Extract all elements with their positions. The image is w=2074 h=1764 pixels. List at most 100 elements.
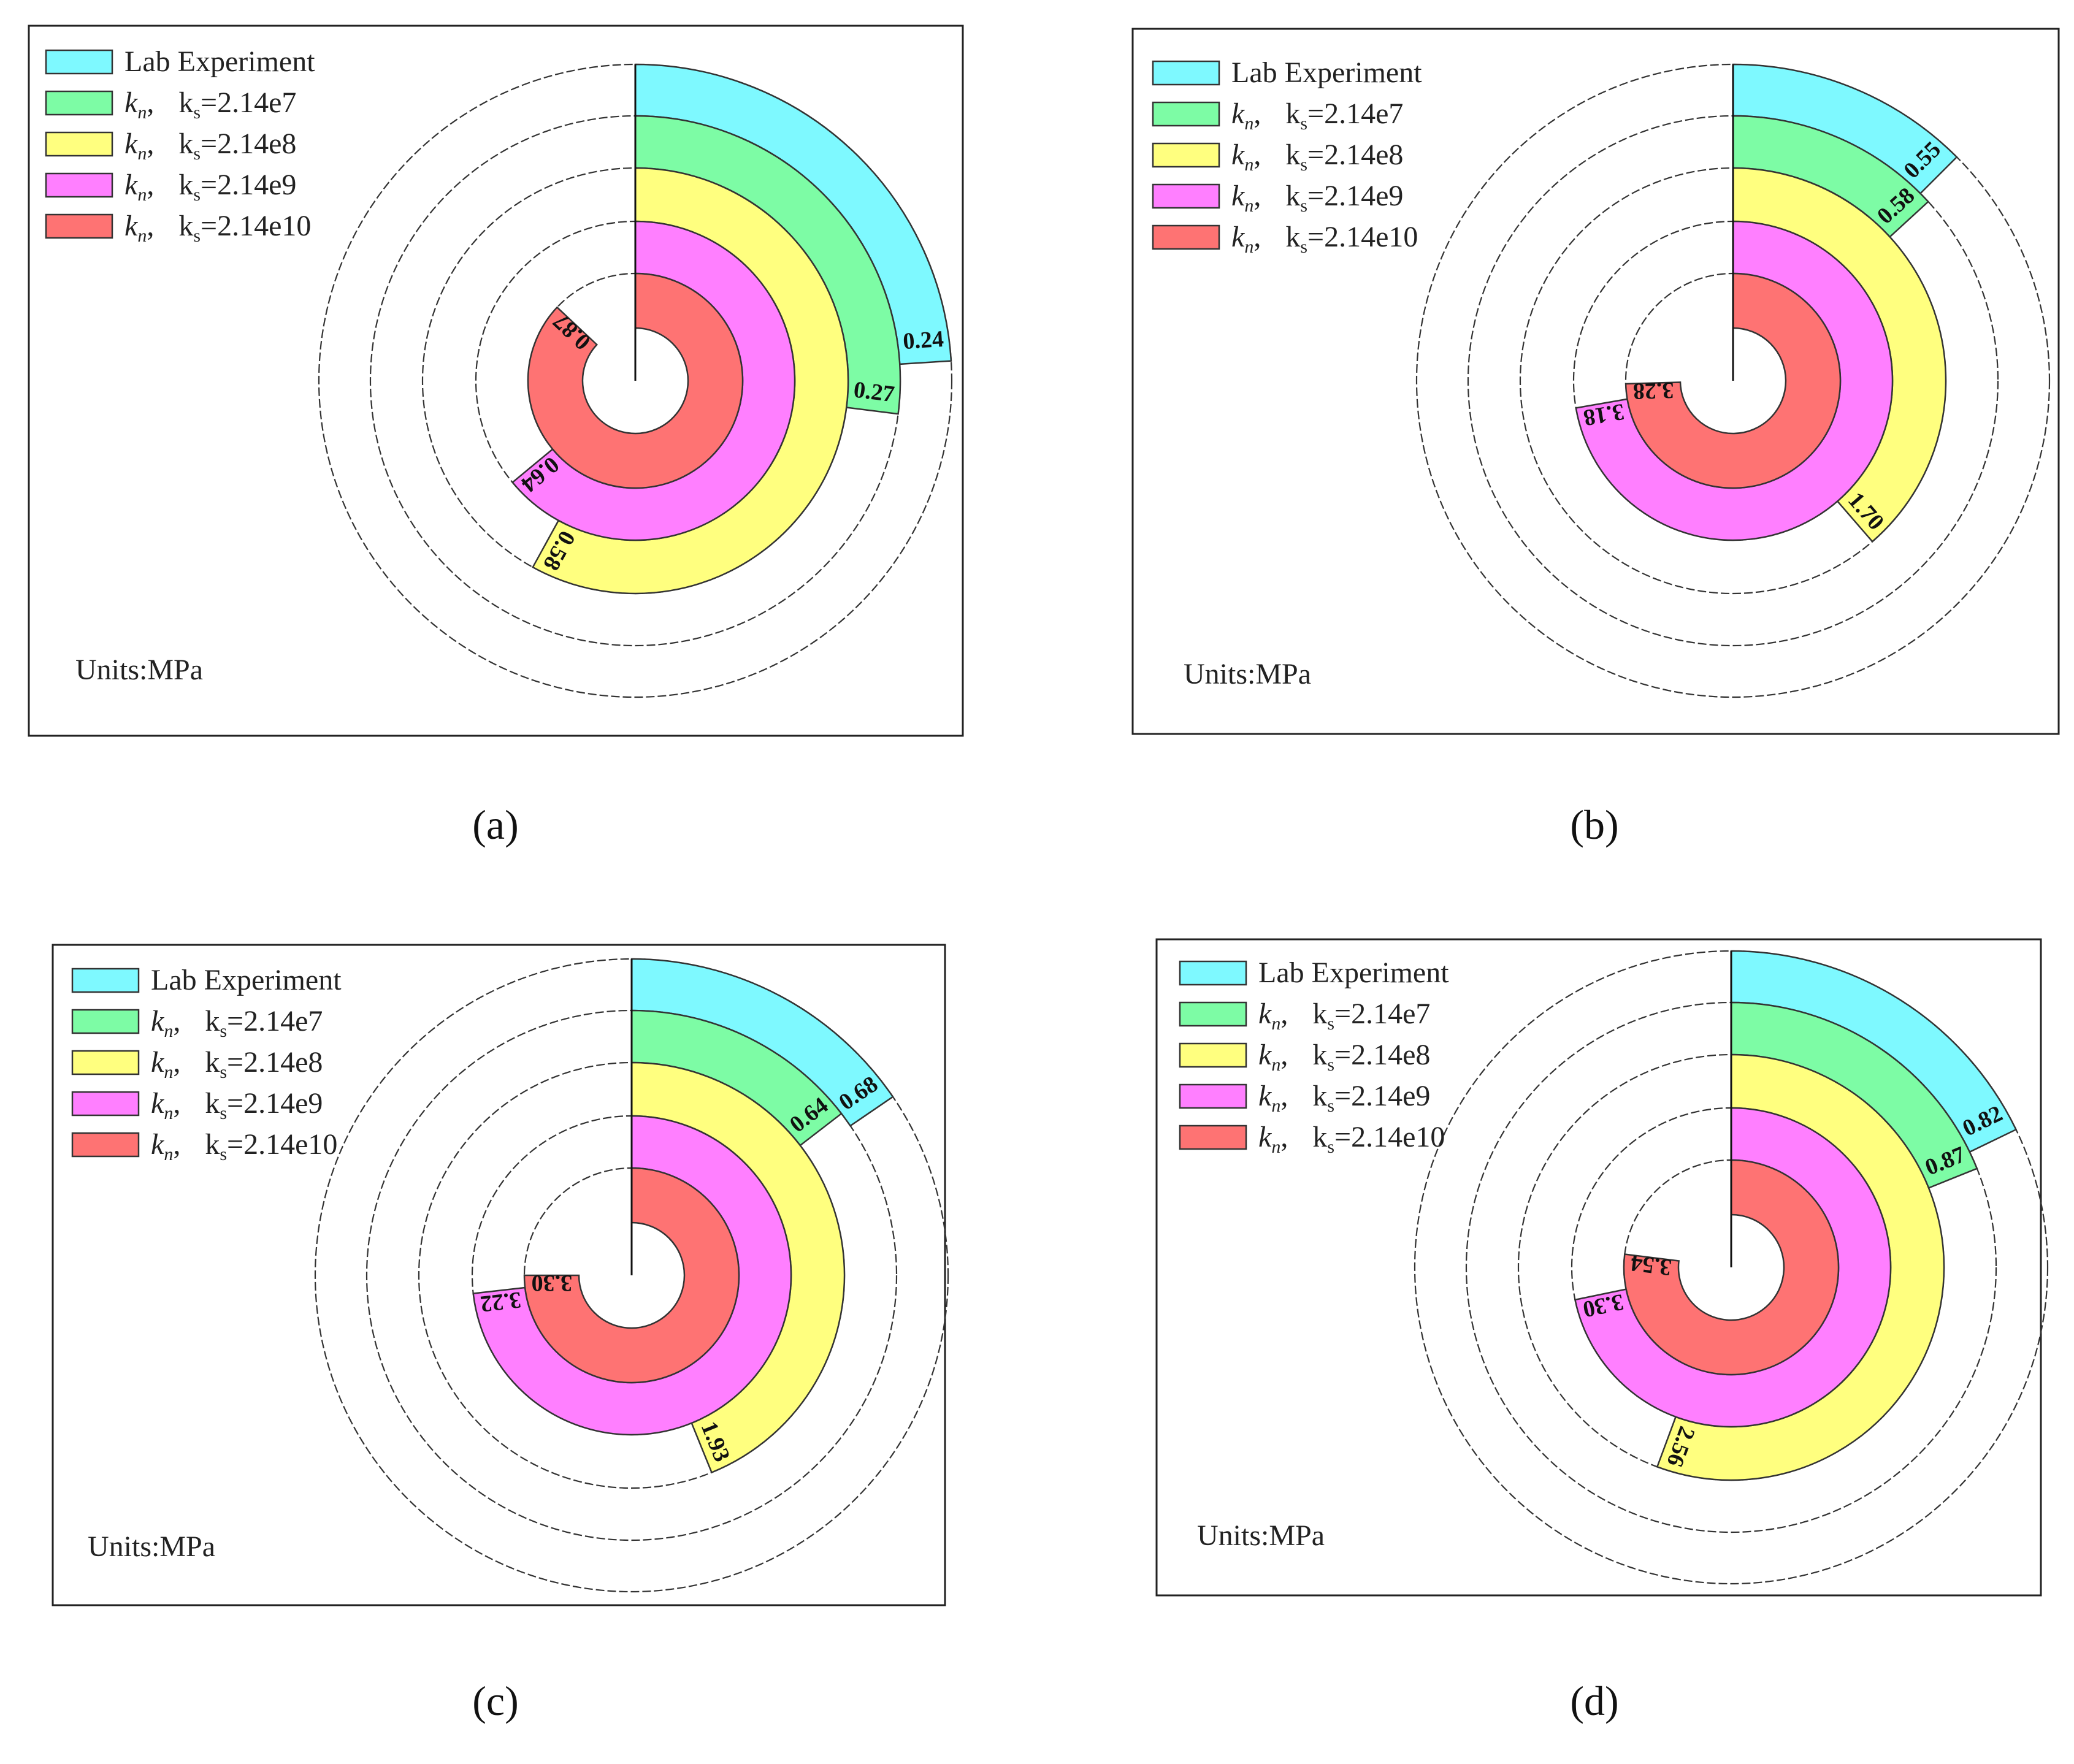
legend-sep: , [173, 1087, 180, 1120]
legend-swatch-ks-2-14e8 [45, 131, 113, 157]
legend-kn: k [151, 1046, 165, 1079]
legend-ks: k [1312, 998, 1327, 1030]
panel-caption: (b) [1570, 801, 1618, 848]
legend-kn-sub: n [164, 1103, 173, 1123]
legend-sep: , [1280, 1039, 1288, 1071]
legend-swatch-ks-2-14e10 [1179, 1124, 1247, 1150]
legend-kn: k [1258, 1121, 1272, 1153]
legend-kn: k [124, 210, 139, 242]
legend-kn: k [1231, 139, 1246, 171]
value-label-ks-2-14e10: 3.30 [532, 1270, 573, 1296]
legend-label-ks-2-14e8: kn, ks=2.14e8 [1258, 1039, 1430, 1075]
legend-kn: k [124, 86, 139, 119]
grid-circle [318, 63, 953, 698]
legend-kn-sub: n [1271, 1096, 1280, 1116]
legend-swatch-ks-2-14e9 [45, 172, 113, 198]
legend-ks-sub: s [1300, 196, 1307, 216]
legend-kn: k [124, 128, 139, 160]
grid-circle [314, 958, 949, 1593]
legend-kn-sub: n [137, 102, 147, 123]
panel-caption: (c) [472, 1678, 518, 1724]
legend-ks: k [205, 1005, 220, 1037]
legend-ks-sub: s [1327, 1096, 1334, 1116]
legend-swatch-ks-2-14e9 [1152, 183, 1220, 209]
legend-swatch-ks-2-14e7 [1152, 101, 1220, 127]
legend-label-ks-2-14e7: kn, ks=2.14e7 [1258, 998, 1430, 1034]
legend-ks: k [1285, 97, 1300, 130]
legend-kn: k [151, 1005, 165, 1037]
legend-ks-value: =2.14e10 [1307, 221, 1418, 253]
legend-ks-sub: s [193, 185, 201, 205]
legend-ks-sub: s [193, 143, 201, 164]
legend-swatch-ks-2-14e9 [1179, 1083, 1247, 1109]
legend-sep: , [1280, 1121, 1288, 1153]
value-label-ks-2-14e7: 0.27 [852, 376, 896, 407]
legend-swatch-ks-2-14e9 [71, 1091, 140, 1117]
legend-label-ks-2-14e8: kn, ks=2.14e8 [1231, 139, 1403, 175]
legend-ks: k [1285, 180, 1300, 212]
legend-kn-sub: n [137, 143, 147, 164]
legend-ks-sub: s [220, 1144, 227, 1164]
legend-ks-sub: s [220, 1062, 227, 1082]
legend-ks: k [178, 86, 193, 119]
legend-kn: k [1231, 180, 1246, 212]
legend-kn-sub: n [1271, 1014, 1280, 1034]
value-label-ks-2-14e9: 3.22 [479, 1286, 522, 1316]
legend-ks: k [178, 169, 193, 201]
value-label-lab-experiment: 0.24 [902, 326, 944, 354]
legend-kn: k [151, 1128, 165, 1161]
legend-kn-sub: n [137, 185, 147, 205]
legend-kn-sub: n [1244, 113, 1253, 134]
legend-sep: , [147, 128, 154, 160]
legend-sep: , [1253, 221, 1261, 253]
legend-ks: k [178, 210, 193, 242]
legend-ks-value: =2.14e7 [1307, 97, 1403, 130]
legend-ks: k [1312, 1039, 1327, 1071]
legend-ks-value: =2.14e7 [201, 86, 296, 119]
legend-sep: , [1253, 180, 1261, 212]
legend-ks-value: =2.14e7 [1334, 998, 1430, 1030]
legend-ks-value: =2.14e7 [227, 1005, 323, 1037]
legend-label-ks-2-14e10: kn, ks=2.14e10 [1231, 221, 1418, 257]
panel-caption: (d) [1570, 1678, 1618, 1724]
legend-sep: , [1280, 1080, 1288, 1112]
legend-ks-value: =2.14e8 [1334, 1039, 1430, 1071]
legend-label-ks-2-14e10: kn, ks=2.14e10 [124, 210, 311, 246]
legend-swatch-ks-2-14e10 [1152, 224, 1220, 250]
legend-sep: , [147, 210, 154, 242]
value-label-ks-2-14e10: 3.54 [1629, 1250, 1673, 1280]
legend-ks-value: =2.14e9 [1307, 180, 1403, 212]
legend-ks-sub: s [1327, 1137, 1334, 1157]
legend-swatch-ks-2-14e8 [1152, 142, 1220, 168]
legend-ks-sub: s [1300, 237, 1307, 257]
legend-ks: k [178, 128, 193, 160]
legend-ks-sub: s [220, 1103, 227, 1123]
legend-kn: k [1258, 1039, 1272, 1071]
legend-label-ks-2-14e8: kn, ks=2.14e8 [151, 1046, 323, 1082]
legend-swatch-ks-2-14e7 [1179, 1001, 1247, 1027]
legend-ks-sub: s [1300, 155, 1307, 175]
bar-ks-2-14e10 [1623, 1159, 1840, 1376]
legend-kn-sub: n [1244, 155, 1253, 175]
legend-kn: k [124, 169, 139, 201]
units-label: Units:MPa [88, 1530, 215, 1563]
legend-sep: , [1253, 97, 1261, 130]
legend-ks-value: =2.14e8 [227, 1046, 323, 1079]
legend-ks-value: =2.14e8 [201, 128, 296, 160]
legend-ks-sub: s [1327, 1055, 1334, 1075]
legend-sep: , [173, 1128, 180, 1161]
panel-caption: (a) [472, 801, 518, 848]
legend-swatch-ks-2-14e10 [71, 1132, 140, 1158]
legend-swatch-lab-experiment [1179, 960, 1247, 986]
bar-ks-2-14e10 [1624, 272, 1842, 489]
legend-swatch-lab-experiment [1152, 60, 1220, 86]
legend-kn-sub: n [1271, 1055, 1280, 1075]
legend-ks-sub: s [1327, 1014, 1334, 1034]
legend-kn: k [1231, 97, 1246, 130]
legend-ks: k [205, 1046, 220, 1079]
legend-kn-sub: n [1244, 196, 1253, 216]
